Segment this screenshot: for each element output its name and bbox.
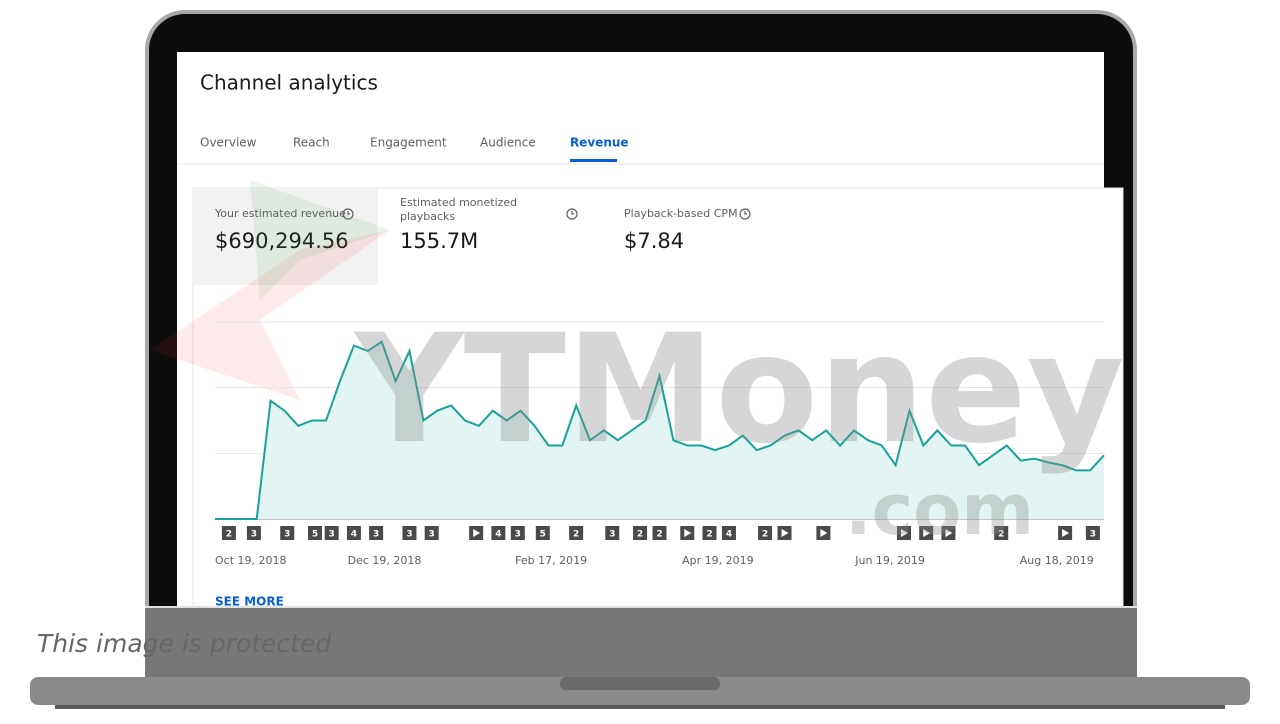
metric-value: $690,294.56 [215,229,349,253]
tab[interactable]: Audience [480,136,536,150]
video-marker[interactable] [702,526,717,540]
video-marker[interactable] [324,526,339,540]
video-marker-count: 2 [998,530,1004,540]
video-marker-count: 2 [656,530,662,540]
video-marker-count: 2 [637,530,643,540]
video-marker-count: 2 [762,530,768,540]
x-tick-label: Feb 17, 2019 [515,554,587,567]
video-marker-count: 3 [251,530,257,540]
see-more-link[interactable]: SEE MORE [215,595,284,609]
video-marker[interactable] [510,526,525,540]
video-marker-count: 2 [573,530,579,540]
laptop-notch [560,677,720,690]
x-tick-label: Apr 19, 2019 [682,554,754,567]
info-icon [342,208,354,220]
info-icon [566,208,578,220]
tab[interactable]: Overview [200,136,257,150]
video-marker[interactable] [369,526,384,540]
metric-label-line: Estimated monetized [400,196,517,209]
tab[interactable]: Engagement [370,136,447,150]
watermark-logo [250,180,390,300]
x-tick-label: Jun 19, 2019 [854,554,925,567]
video-marker[interactable] [246,526,261,540]
video-marker-count: 3 [329,530,335,540]
info-icon [571,211,574,215]
play-icon [473,529,481,537]
video-marker[interactable] [721,526,736,540]
protected-notice: This image is protected [37,629,331,658]
play-icon [1062,529,1070,537]
video-marker-count: 5 [540,530,546,540]
laptop-shadow [55,705,1225,709]
video-marker[interactable] [280,526,295,540]
play-icon [923,529,931,537]
video-marker-count: 3 [1090,530,1096,540]
video-marker-count: 3 [373,530,379,540]
metric-label: Your estimated revenue [214,207,346,220]
video-marker[interactable] [402,526,417,540]
video-marker-count: 3 [609,530,615,540]
play-icon [684,529,692,537]
info-icon [739,208,751,220]
line [215,340,1105,520]
video-marker-count: 3 [284,530,290,540]
tab-underline [570,159,617,162]
tab[interactable]: Reach [293,136,330,150]
video-marker[interactable] [535,526,550,540]
video-marker[interactable] [569,526,584,540]
play-icon [945,529,953,537]
x-tick-label: Oct 19, 2018 [215,554,287,567]
area [215,341,1104,519]
video-marker-count: 3 [515,530,521,540]
laptop-base [30,677,1250,705]
video-marker-count: 3 [406,530,412,540]
x-tick-label: Dec 19, 2018 [348,554,422,567]
metric-label-line: playbacks [400,210,455,223]
page-title: Channel analytics [200,71,378,95]
play-icon [820,529,828,537]
video-marker-count: 4 [351,530,357,540]
video-marker[interactable] [605,526,620,540]
video-marker-count: 3 [429,530,435,540]
video-marker[interactable] [491,526,506,540]
metric-label: Playback-based CPM [624,207,738,220]
metric-label: Estimated monetized playbacks [400,196,517,223]
metric-value: 155.7M [400,229,478,253]
overlay-band [145,607,1137,677]
watermark-logo [150,230,390,400]
video-marker[interactable] [758,526,773,540]
watermark-domain: .com [845,469,1034,551]
video-marker-count: 5 [312,530,318,540]
video-marker[interactable] [994,526,1009,540]
video-marker-count: 2 [706,530,712,540]
video-marker[interactable] [346,526,361,540]
tab[interactable]: Revenue [570,136,629,150]
video-marker-count: 2 [226,530,232,540]
info-icon [744,211,747,215]
play-icon [781,529,789,537]
video-marker[interactable] [221,526,236,540]
video-marker-count: 4 [726,530,732,540]
info-icon [347,211,350,215]
video-marker[interactable] [652,526,667,540]
x-tick-label: Aug 18, 2019 [1020,554,1094,567]
video-marker-count: 4 [495,530,501,540]
video-marker[interactable] [1085,526,1100,540]
metric-selected-bg [193,189,378,285]
metric-value: $7.84 [624,229,684,253]
video-marker[interactable] [633,526,648,540]
play-icon [900,529,908,537]
video-marker[interactable] [308,526,323,540]
video-marker[interactable] [424,526,439,540]
watermark-brand: YTMoney [353,303,1125,477]
